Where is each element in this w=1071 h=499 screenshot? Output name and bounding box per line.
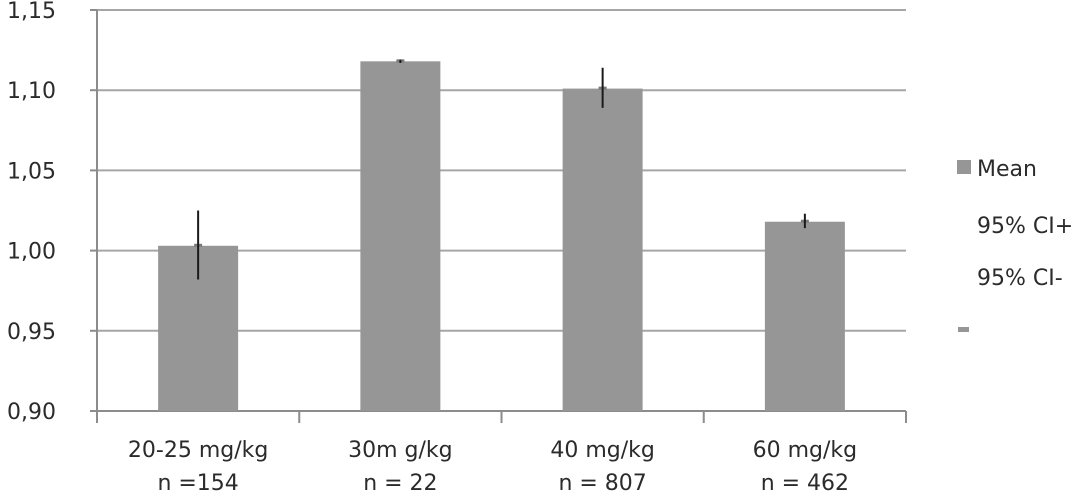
error-bars — [194, 59, 809, 280]
y-tick-labels: 0,90 0,95 1,00 1,05 1,10 1,15 — [7, 0, 56, 425]
y-tick-label: 1,15 — [7, 0, 56, 24]
x-category-label: 40 mg/kg — [550, 438, 655, 463]
bar — [562, 88, 643, 411]
x-category-label: 60 mg/kg — [753, 438, 858, 463]
x-category-label: 30m g/kg — [348, 438, 453, 463]
x-category-labels: 20-25 mg/kg n =154 30m g/kg n = 22 40 mg/kg n… — [128, 438, 858, 496]
legend-swatch-extra — [958, 327, 969, 332]
legend-label-mean: Mean — [977, 157, 1037, 182]
y-tick-label: 1,00 — [7, 240, 56, 265]
legend-label-ci-minus: 95% CI- — [977, 266, 1063, 291]
y-tick-label: 0,95 — [7, 320, 56, 345]
bar — [764, 221, 845, 411]
bar — [360, 61, 441, 411]
y-tick-label: 1,05 — [7, 159, 56, 184]
y-tick-label: 0,90 — [7, 400, 56, 425]
legend: Mean 95% CI+ 95% CI- — [957, 157, 1071, 332]
x-category-sublabel: n = 22 — [363, 471, 437, 495]
x-category-sublabel: n = 462 — [761, 471, 849, 495]
bars — [158, 61, 845, 411]
x-category-label: 20-25 mg/kg — [128, 438, 268, 463]
y-tick-label: 1,10 — [7, 79, 56, 104]
x-category-sublabel: n =154 — [157, 471, 238, 495]
x-category-sublabel: n = 807 — [558, 471, 646, 495]
legend-swatch-mean — [957, 160, 971, 174]
legend-label-ci-plus: 95% CI+ — [977, 214, 1071, 239]
